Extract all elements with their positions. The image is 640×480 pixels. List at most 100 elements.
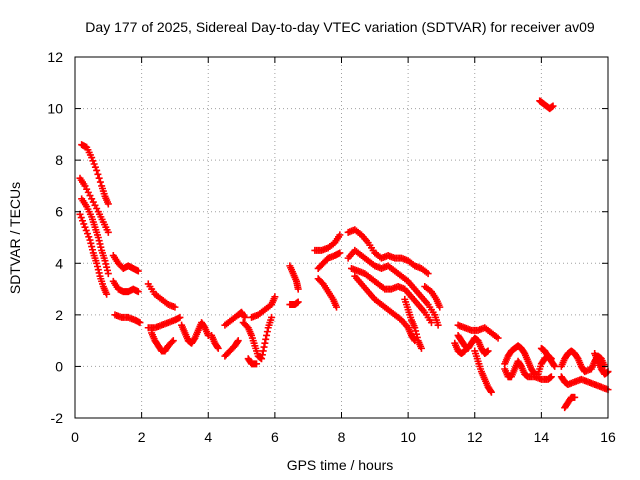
x-tick-label: 2 [138,429,146,445]
data-point [411,324,419,332]
y-tick-label: 8 [55,152,63,168]
data-point [336,231,344,239]
data-point [80,220,88,228]
series-arc06 [109,277,142,296]
series-arc22 [314,275,341,311]
data-point [333,303,341,311]
y-tick-labels: -2 0 2 4 6 8 10 12 [47,49,63,426]
data-point [260,343,268,351]
series-arc07 [111,311,144,327]
series-arc05 [109,252,142,275]
data-point [494,334,502,342]
x-tick-label: 6 [271,429,279,445]
data-point [241,313,249,321]
series-arc08 [144,280,179,311]
data-point [94,266,102,274]
data-point [91,163,99,171]
data-point [412,330,420,338]
series-arc39 [557,373,612,394]
series-arc27 [401,295,425,352]
data-point [136,319,144,327]
data-point [427,319,435,327]
series-arc25 [347,264,435,327]
series-arc24 [344,246,442,329]
data-point [487,388,495,396]
data-point [268,313,276,321]
data-point [413,333,421,341]
series-arc15 [239,313,276,363]
data-point [271,293,279,301]
x-axis-label: GPS time / hours [287,457,394,473]
data-point [171,303,179,311]
series-arc37 [536,97,557,113]
data-point [103,263,111,271]
series-arc38 [557,347,609,376]
data-point [336,249,344,257]
y-tick-label: 12 [47,49,63,65]
x-tick-label: 12 [467,429,483,445]
series-arc02 [76,174,112,236]
x-tick-label: 0 [71,429,79,445]
data-point [96,240,104,248]
tick-marks [74,56,609,419]
data-point [213,343,221,351]
data-point [81,223,89,231]
x-tick-label: 14 [534,429,550,445]
data-point [571,393,579,401]
data-point [550,361,558,369]
x-tick-label: 10 [400,429,416,445]
data-point [87,239,95,247]
data-point [234,337,242,345]
data-point [214,344,222,352]
grid [75,57,608,418]
data-point [168,338,176,346]
y-axis-label: SDTVAR / TECUs [7,182,23,294]
data-point [424,270,432,278]
x-tick-labels: 0 2 4 6 8 10 12 14 16 [71,429,616,445]
series-arc16 [248,293,279,321]
data-point [90,160,98,168]
data-point [101,257,109,265]
data-points [76,97,612,412]
series-arc19 [286,298,302,309]
series-arc11 [178,319,212,347]
data-point [412,327,420,335]
data-point [259,347,267,355]
data-point [104,200,112,208]
data-point [134,288,142,296]
data-point [97,243,105,251]
y-tick-label: 4 [55,255,63,271]
series-arc23 [344,226,432,278]
data-point [95,174,103,182]
data-point [103,266,111,274]
data-point [294,298,302,306]
data-point [77,214,85,222]
data-point [434,321,442,329]
y-tick-label: 10 [47,101,63,117]
data-point [89,157,97,165]
series-arc17 [244,355,261,368]
data-point [262,335,270,343]
data-point [263,331,271,339]
data-point [93,166,101,174]
data-point [96,178,104,186]
series-arc33 [501,342,539,378]
data-point [78,217,86,225]
data-point [104,270,112,278]
data-point [549,102,557,110]
data-point [134,267,142,275]
data-point [94,234,102,241]
series-arc31 [451,339,469,358]
x-tick-label: 16 [600,429,616,445]
series-arc13 [221,308,249,329]
series-arc04 [76,210,111,298]
y-tick-label: 0 [55,358,63,374]
data-point [487,387,495,395]
data-point [258,351,266,359]
data-point [530,369,538,377]
data-point [253,360,261,368]
data-point [176,313,184,321]
data-point [547,373,555,381]
